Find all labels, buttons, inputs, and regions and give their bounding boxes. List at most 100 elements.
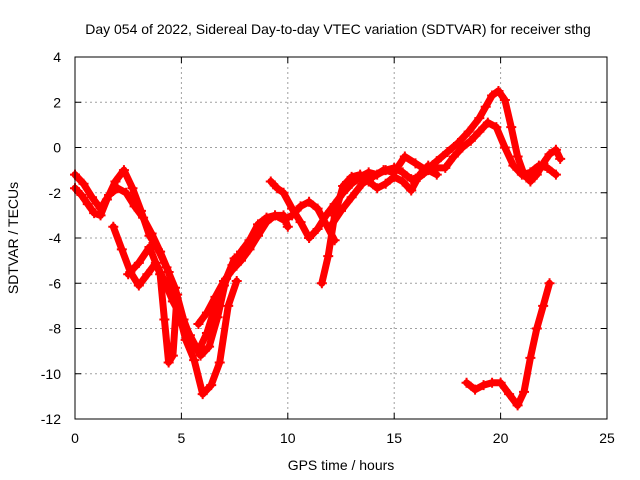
data-point-marker	[512, 400, 523, 411]
data-point-marker	[312, 223, 323, 234]
data-point-marker	[76, 190, 87, 201]
data-point-marker	[431, 156, 442, 167]
data-point-marker	[482, 117, 493, 128]
data-point-marker	[525, 176, 536, 187]
series-trace	[318, 119, 560, 287]
data-point-marker	[508, 160, 519, 171]
chart-title: Day 054 of 2022, Sidereal Day-to-day VTE…	[85, 21, 591, 37]
data-point-marker	[133, 280, 144, 291]
data-point-marker	[197, 389, 208, 400]
data-point-marker	[304, 233, 315, 243]
series-track-8	[325, 85, 566, 232]
x-tick-label: 20	[493, 430, 509, 446]
series-trace	[124, 243, 181, 366]
series-trace	[326, 87, 564, 231]
data-point-marker	[189, 355, 200, 366]
plot-frame	[74, 56, 608, 420]
data-point-marker	[235, 255, 246, 266]
y-tick-label: -2	[49, 185, 62, 201]
data-point-marker	[161, 262, 172, 273]
data-point-marker	[304, 196, 315, 207]
data-point-marker	[278, 210, 289, 221]
data-point-marker	[397, 167, 408, 178]
data-point-marker	[336, 205, 346, 216]
y-tick-label: -4	[49, 230, 62, 246]
data-point-marker	[499, 94, 510, 105]
data-point-marker	[193, 346, 204, 357]
data-point-marker	[495, 377, 506, 388]
data-point-marker	[184, 330, 195, 341]
data-point-marker	[487, 90, 498, 101]
y-tick-label: -8	[49, 321, 62, 337]
data-point-marker	[355, 169, 366, 180]
data-point-marker	[325, 221, 336, 232]
data-point-marker	[357, 178, 368, 189]
data-point-marker	[463, 126, 474, 137]
data-point-marker	[448, 151, 459, 162]
x-tick-label: 15	[386, 430, 402, 446]
data-point-marker	[159, 314, 170, 325]
data-point-marker	[538, 158, 549, 169]
data-point-marker	[155, 269, 166, 280]
data-point-marker	[550, 169, 561, 180]
data-point-marker	[442, 147, 453, 158]
data-point-marker	[116, 244, 127, 255]
data-point-marker	[101, 194, 112, 205]
data-point-marker	[461, 377, 472, 388]
data-point-marker	[555, 153, 566, 164]
y-tick-label: -6	[49, 275, 62, 291]
data-point-marker	[465, 135, 476, 146]
data-point-marker	[295, 217, 306, 228]
data-point-marker	[470, 384, 481, 395]
data-point-marker	[372, 183, 383, 194]
y-tick-label: 4	[53, 49, 61, 65]
data-point-marker	[519, 169, 530, 180]
data-point-marker	[152, 244, 163, 255]
x-axis-label: GPS time / hours	[288, 457, 395, 473]
data-point-marker	[480, 101, 491, 112]
data-point-marker	[244, 244, 255, 255]
data-point-marker	[172, 289, 183, 300]
data-point-marker	[167, 350, 178, 361]
data-point-marker	[312, 203, 323, 214]
data-point-marker	[519, 386, 530, 397]
data-point-marker	[265, 176, 276, 187]
data-point-marker	[525, 167, 536, 178]
data-point-marker	[323, 251, 334, 262]
y-axis-label: SDTVAR / TECUs	[5, 182, 21, 294]
data-point-marker	[295, 201, 306, 212]
series-track-1	[70, 169, 242, 400]
y-tick-label: 2	[53, 94, 61, 110]
data-point-marker	[118, 165, 129, 176]
data-point-marker	[282, 221, 293, 232]
data-point-marker	[499, 142, 510, 153]
data-point-marker	[512, 151, 523, 162]
series-track-7	[316, 117, 561, 289]
data-point-marker	[170, 282, 181, 293]
data-point-marker	[346, 192, 357, 203]
series-trace	[463, 279, 553, 409]
data-point-marker	[231, 275, 242, 286]
data-point-marker	[193, 318, 204, 329]
data-point-marker	[133, 257, 144, 268]
data-point-marker	[253, 230, 264, 241]
series-track-5	[193, 210, 293, 329]
data-point-marker	[506, 122, 517, 133]
data-point-marker	[223, 300, 234, 311]
data-point-marker	[346, 171, 357, 182]
data-point-marker	[95, 210, 106, 221]
data-point-marker	[367, 171, 378, 182]
data-point-marker	[316, 278, 327, 289]
data-point-marker	[261, 217, 272, 228]
data-point-marker	[287, 203, 298, 214]
x-tick-label: 5	[178, 430, 186, 446]
data-point-marker	[144, 242, 155, 253]
data-point-marker	[321, 210, 332, 221]
data-point-marker	[440, 162, 451, 173]
data-point-marker	[531, 169, 542, 180]
data-point-marker	[210, 291, 221, 302]
data-point-marker	[163, 357, 174, 368]
series-trace	[71, 171, 241, 398]
data-point-marker	[142, 269, 153, 280]
